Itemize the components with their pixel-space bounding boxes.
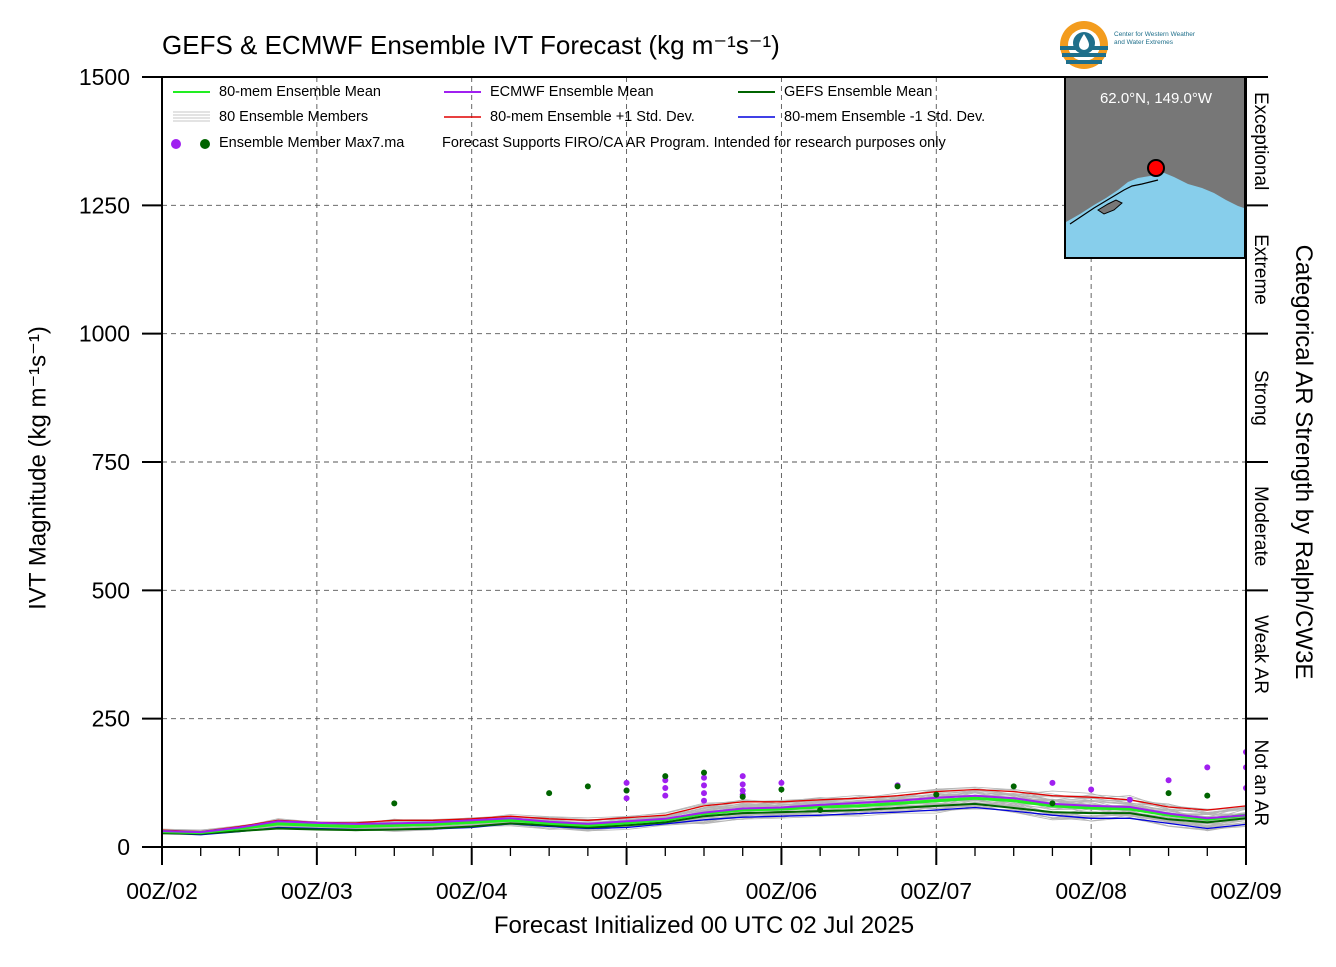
ecmwf-max-point <box>701 774 707 781</box>
x-axis-label: Forecast Initialized 00 UTC 02 Jul 2025 <box>493 912 915 939</box>
legend-label-gefs-mean: GEFS Ensemble Mean <box>784 84 933 100</box>
legend-label-member-max: Ensemble Member Max7.ma <box>219 135 405 151</box>
map-location-marker <box>1147 159 1165 177</box>
x-tick-label: 00Z/04 <box>436 878 508 904</box>
x-tick-label: 00Z/02 <box>126 878 198 904</box>
ecmwf-max-point <box>662 784 669 791</box>
ecmwf-max-point <box>1165 777 1172 784</box>
ensemble-member-line <box>162 790 1246 832</box>
tick-labels: 0 250 500 750 1000 1250 1500 00Z/02 00Z/03 00Z/04… <box>79 64 1282 904</box>
y-tick-label: 1000 <box>79 321 130 347</box>
axes <box>142 76 1268 865</box>
category-label: Not an AR <box>1250 740 1271 827</box>
ar-categories: Not an AR Weak AR Moderate Strong Extreme Exc… <box>1250 92 1271 826</box>
legend-label-members: 80 Ensemble Members <box>219 109 369 125</box>
gefs-max-point <box>1010 783 1017 790</box>
category-label: Weak AR <box>1250 615 1271 694</box>
ecmwf-max-point <box>739 773 746 780</box>
series-line-80-mem-ensemble-mean <box>162 796 1246 835</box>
logo-text: Center for Western Weather and Water Ext… <box>1114 31 1195 47</box>
gefs-max-point <box>662 773 669 780</box>
gefs-max-point <box>391 800 398 807</box>
ecmwf-max-point <box>739 781 746 788</box>
right-axis-label: Categorical AR Strength by Ralph/CW3E <box>1290 244 1317 680</box>
gefs-max-point <box>1165 790 1172 797</box>
chart-title: GEFS & ECMWF Ensemble IVT Forecast (kg m… <box>162 30 780 60</box>
ecmwf-max-point <box>701 782 707 789</box>
category-label: Extreme <box>1250 234 1271 305</box>
ecmwf-max-point <box>701 790 707 797</box>
y-tick-label: 500 <box>92 577 130 603</box>
category-label: Exceptional <box>1250 92 1271 190</box>
gefs-max-point <box>739 793 746 800</box>
legend-label-ensemble-mean: 80-mem Ensemble Mean <box>219 84 381 100</box>
map-island <box>1097 199 1123 215</box>
member-maxima <box>391 749 1246 814</box>
series-line-ecmwf-ensemble-mean <box>162 794 1246 834</box>
gefs-max-point <box>817 807 824 814</box>
map-coastline <box>1069 179 1159 225</box>
cw3e-logo-icon <box>1060 21 1108 69</box>
map-ocean <box>1066 172 1244 257</box>
x-tick-label: 00Z/09 <box>1210 878 1282 904</box>
location-map <box>1064 76 1246 259</box>
series-line-gefs-ensemble-mean <box>162 802 1246 835</box>
legend-swatch-gefs-max <box>200 139 210 149</box>
gefs-max-point <box>584 783 591 790</box>
x-tick-label: 00Z/07 <box>900 878 972 904</box>
category-label: Moderate <box>1250 486 1271 566</box>
x-tick-label: 00Z/08 <box>1055 878 1127 904</box>
legend-label-minus-std: 80-mem Ensemble -1 Std. Dev. <box>784 109 986 125</box>
legend <box>171 91 775 149</box>
gefs-max-point <box>623 787 630 794</box>
cw3e-logo: Center for Western Weather and Water Ext… <box>1058 18 1258 72</box>
ensemble-member-line <box>162 800 1246 835</box>
ecmwf-max-point <box>1088 786 1095 793</box>
gefs-max-point <box>546 790 553 797</box>
gefs-max-point <box>933 791 940 798</box>
ecmwf-max-point <box>1126 796 1133 803</box>
logo-line-2: and Water Extremes <box>1114 39 1174 46</box>
gefs-max-point <box>1049 800 1056 807</box>
legend-label-ecmwf-mean: ECMWF Ensemble Mean <box>490 84 654 100</box>
y-tick-label: 250 <box>92 706 130 732</box>
legend-swatch-ecmwf-max <box>171 139 181 149</box>
y-tick-label: 1500 <box>79 64 130 90</box>
ecmwf-max-point <box>662 777 669 784</box>
ecmwf-max-point <box>739 787 746 794</box>
y-tick-label: 1250 <box>79 192 130 218</box>
series-lines <box>162 788 1246 836</box>
gefs-max-point <box>894 783 901 790</box>
series-line-80-mem-ensemble-1-std-dev- <box>162 788 1246 833</box>
y-axis-label: IVT Magnitude (kg m⁻¹s⁻¹) <box>24 326 52 610</box>
category-label: Strong <box>1250 370 1271 426</box>
y-tick-label: 750 <box>92 449 130 475</box>
gefs-max-point <box>1204 792 1211 799</box>
x-tick-label: 00Z/06 <box>746 878 818 904</box>
ecmwf-max-point <box>1204 764 1211 771</box>
x-tick-label: 00Z/05 <box>591 878 663 904</box>
ecmwf-max-point <box>623 779 630 786</box>
gefs-max-point <box>778 786 785 793</box>
x-tick-label: 00Z/03 <box>281 878 353 904</box>
legend-label-plus-std: 80-mem Ensemble +1 Std. Dev. <box>490 109 695 125</box>
ecmwf-max-point <box>701 797 707 804</box>
ecmwf-max-point <box>623 795 630 802</box>
ecmwf-max-point <box>1049 779 1056 786</box>
logo-line-1: Center for Western Weather <box>1114 31 1196 38</box>
research-note: Forecast Supports FIRO/CA AR Program. In… <box>442 135 946 151</box>
ecmwf-max-point <box>778 779 785 786</box>
ecmwf-max-point <box>662 792 669 799</box>
gefs-max-point <box>701 769 707 776</box>
map-location-label: 62.0°N, 149.0°W <box>1099 90 1213 107</box>
y-tick-label: 0 <box>117 834 130 860</box>
